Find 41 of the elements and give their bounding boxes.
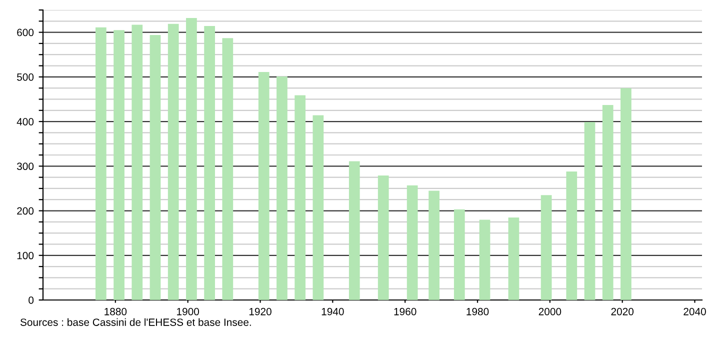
bar [540,195,552,300]
x-tick-label: 1980 [466,308,489,316]
bar [258,72,270,300]
x-tick-label: 1940 [322,308,344,316]
bar [204,26,215,300]
bar [132,24,143,300]
x-tick-label: 1880 [104,308,127,316]
bar [378,176,389,300]
bar [620,88,632,300]
bar [186,18,197,300]
y-tick-label: 500 [17,73,34,81]
x-tick-label: 1920 [249,308,272,316]
bar [508,217,520,300]
bar [312,115,324,300]
source-note: Sources : base Cassini de l'EHESS et base Insee. [20,318,251,326]
bar [114,30,124,300]
bar [602,105,614,300]
y-tick-label: 400 [16,118,34,126]
bar [276,76,288,300]
y-tick-label: 100 [17,252,34,260]
bar [479,220,490,300]
bar [168,24,179,300]
y-tick-label: 0 [28,296,34,304]
x-tick-label: 2020 [611,308,634,316]
bar [584,122,596,300]
x-tick-label: 2040 [684,308,706,316]
y-tick-label: 600 [17,28,34,36]
bar [222,38,234,300]
x-tick-label: 1900 [177,308,200,316]
bar [294,95,306,300]
bar [150,34,161,300]
y-tick-label: 300 [16,162,34,170]
y-tick-label: 200 [17,207,34,215]
bar [454,209,465,300]
x-tick-label: 1960 [394,308,416,316]
bar [348,161,360,300]
bar [566,172,578,300]
bar [96,27,106,300]
bar [406,185,418,300]
bar [428,190,440,300]
x-tick-label: 2000 [538,308,562,316]
